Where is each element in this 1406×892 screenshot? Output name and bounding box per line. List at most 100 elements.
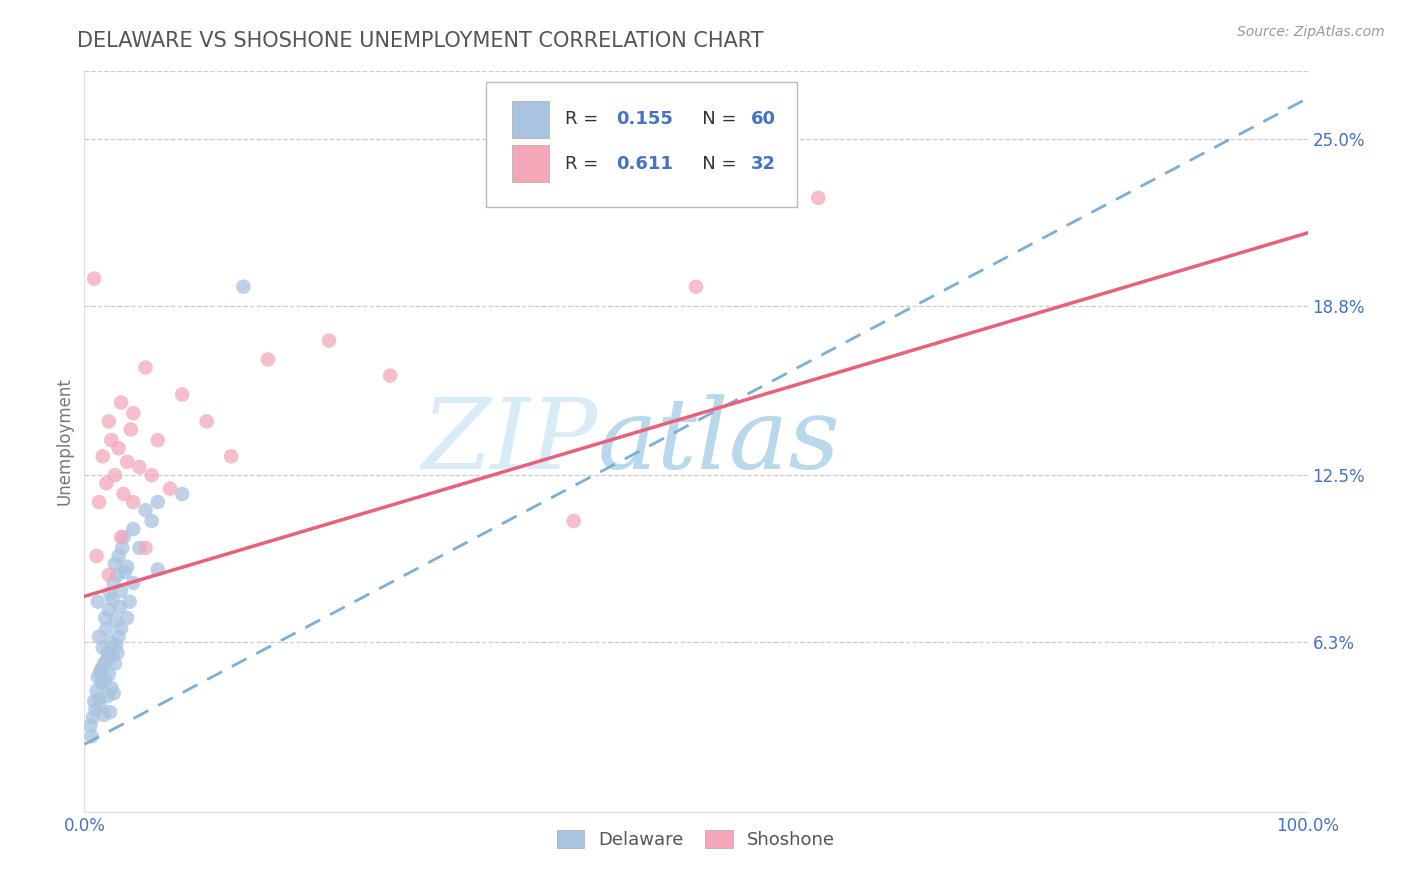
Point: [110, 622, 132, 636]
Point: [100, 433, 122, 447]
Point: [82, 710, 104, 724]
Point: [807, 191, 830, 205]
Point: [97, 689, 120, 703]
Point: [97, 567, 120, 582]
Point: [122, 495, 145, 509]
Point: [110, 530, 132, 544]
Point: [91, 640, 114, 655]
Point: [84, 702, 107, 716]
Point: [96, 476, 118, 491]
Point: [101, 648, 124, 663]
Text: R =: R =: [565, 111, 605, 128]
Point: [111, 541, 134, 555]
Point: [135, 503, 157, 517]
Point: [105, 614, 128, 628]
Text: DELAWARE VS SHOSHONE UNEMPLOYMENT CORRELATION CHART: DELAWARE VS SHOSHONE UNEMPLOYMENT CORREL…: [77, 31, 763, 51]
Text: R =: R =: [565, 155, 605, 173]
Point: [115, 455, 138, 469]
Point: [101, 592, 124, 607]
Point: [91, 450, 114, 464]
Point: [98, 705, 121, 719]
Point: [97, 414, 120, 428]
Point: [135, 360, 157, 375]
Point: [97, 603, 120, 617]
Text: Source: ZipAtlas.com: Source: ZipAtlas.com: [1237, 25, 1385, 39]
Point: [94, 611, 117, 625]
Point: [257, 352, 280, 367]
Point: [90, 662, 112, 676]
Point: [146, 495, 169, 509]
Text: 0.155: 0.155: [616, 111, 673, 128]
Point: [128, 541, 150, 555]
Text: 32: 32: [751, 155, 776, 173]
Point: [108, 600, 131, 615]
Point: [79, 718, 101, 732]
Point: [112, 530, 135, 544]
Point: [97, 667, 120, 681]
Point: [110, 584, 132, 599]
Point: [146, 562, 169, 576]
Point: [89, 665, 111, 679]
Point: [83, 271, 105, 285]
Point: [112, 487, 135, 501]
Point: [562, 514, 585, 528]
Point: [128, 460, 150, 475]
Point: [87, 630, 110, 644]
Point: [104, 557, 127, 571]
Point: [104, 468, 127, 483]
Y-axis label: Unemployment: Unemployment: [55, 377, 73, 506]
Point: [87, 495, 110, 509]
Text: 0.611: 0.611: [616, 155, 673, 173]
Point: [86, 549, 108, 563]
Point: [94, 673, 117, 687]
FancyBboxPatch shape: [485, 82, 797, 207]
Point: [90, 675, 112, 690]
Point: [122, 522, 145, 536]
Legend: Delaware, Shoshone: Delaware, Shoshone: [548, 822, 844, 858]
Text: ZIP: ZIP: [422, 394, 598, 489]
FancyBboxPatch shape: [513, 145, 550, 183]
Point: [89, 699, 111, 714]
Point: [105, 567, 128, 582]
Point: [100, 635, 122, 649]
Point: [685, 279, 707, 293]
Point: [141, 468, 163, 483]
Point: [380, 368, 402, 383]
Point: [107, 442, 129, 456]
Point: [87, 595, 110, 609]
Point: [118, 595, 141, 609]
Point: [97, 646, 120, 660]
Text: N =: N =: [685, 155, 742, 173]
Point: [120, 422, 142, 436]
FancyBboxPatch shape: [513, 101, 550, 138]
Point: [318, 334, 340, 348]
Point: [107, 630, 129, 644]
Point: [104, 657, 127, 671]
Point: [172, 487, 194, 501]
Text: 60: 60: [751, 111, 776, 128]
Point: [80, 729, 103, 743]
Point: [103, 686, 125, 700]
Point: [98, 587, 121, 601]
Point: [105, 638, 128, 652]
Point: [219, 450, 242, 464]
Text: atlas: atlas: [598, 394, 841, 489]
Point: [122, 406, 145, 420]
Point: [115, 611, 138, 625]
Point: [122, 575, 145, 590]
Point: [93, 657, 115, 671]
Point: [93, 707, 115, 722]
Point: [172, 387, 194, 401]
Point: [115, 559, 138, 574]
Point: [107, 549, 129, 563]
Point: [146, 433, 169, 447]
Point: [91, 675, 114, 690]
Point: [195, 414, 218, 428]
Point: [86, 683, 108, 698]
Text: N =: N =: [685, 111, 742, 128]
Point: [100, 681, 122, 695]
Point: [103, 575, 125, 590]
Point: [96, 622, 118, 636]
Point: [87, 691, 110, 706]
Point: [110, 395, 132, 409]
